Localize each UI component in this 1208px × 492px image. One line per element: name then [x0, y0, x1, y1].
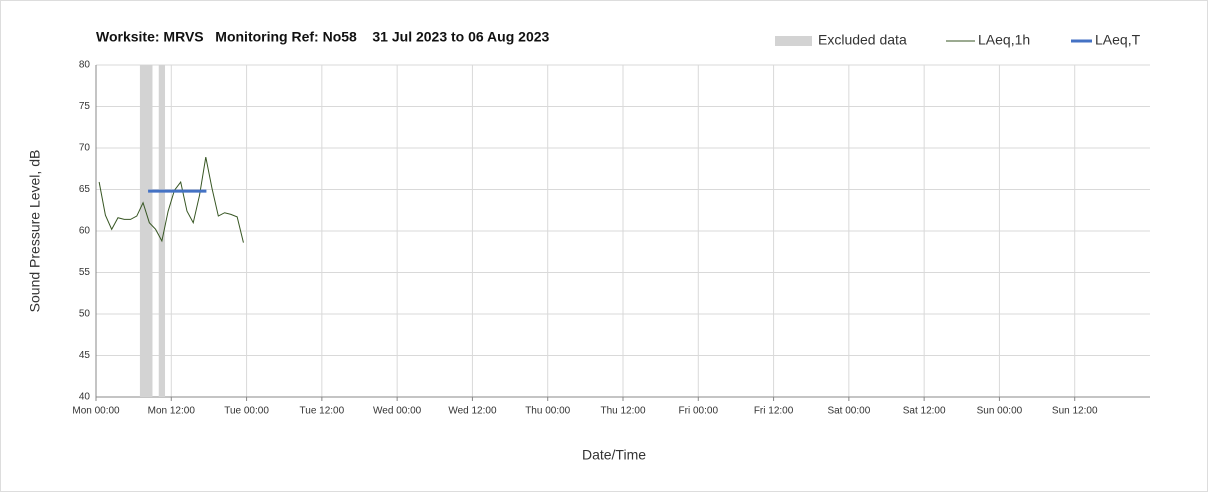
excluded-band	[139, 65, 153, 397]
y-tick-label: 75	[79, 101, 91, 112]
x-tick-label: Sat 12:00	[903, 406, 946, 417]
x-tick-label: Thu 12:00	[600, 406, 645, 417]
x-tick-label: Fri 12:00	[754, 406, 794, 417]
x-tick-label: Tue 12:00	[300, 406, 345, 417]
y-tick-label: 80	[79, 60, 91, 71]
series-line	[98, 157, 244, 243]
y-tick-label: 60	[79, 226, 91, 237]
x-tick-label: Sun 00:00	[977, 406, 1023, 417]
legend-label: LAeq,1h	[978, 32, 1030, 48]
y-tick-label: 55	[79, 267, 91, 278]
x-tick-label: Sun 12:00	[1052, 406, 1098, 417]
x-axis-label: Date/Time	[582, 447, 646, 463]
excluded-band	[158, 65, 166, 397]
legend-swatch	[775, 36, 812, 46]
x-tick-label: Mon 00:00	[72, 406, 120, 417]
chart-title: Worksite: MRVS Monitoring Ref: No58 31 J…	[96, 29, 550, 45]
x-tick-label: Wed 12:00	[448, 406, 497, 417]
legend-label: LAeq,T	[1095, 32, 1141, 48]
x-tick-label: Sat 00:00	[827, 406, 870, 417]
x-tick-label: Mon 12:00	[148, 406, 196, 417]
x-tick-label: Thu 00:00	[525, 406, 570, 417]
y-tick-label: 50	[79, 309, 91, 320]
legend-label: Excluded data	[818, 32, 907, 48]
y-tick-label: 40	[79, 392, 91, 403]
y-tick-label: 45	[79, 350, 91, 361]
x-tick-label: Fri 00:00	[679, 406, 719, 417]
y-axis-label: Sound Pressure Level, dB	[27, 150, 43, 313]
y-tick-label: 70	[79, 143, 91, 154]
x-tick-label: Wed 00:00	[373, 406, 422, 417]
y-tick-label: 65	[79, 184, 91, 195]
x-tick-label: Tue 00:00	[224, 406, 269, 417]
